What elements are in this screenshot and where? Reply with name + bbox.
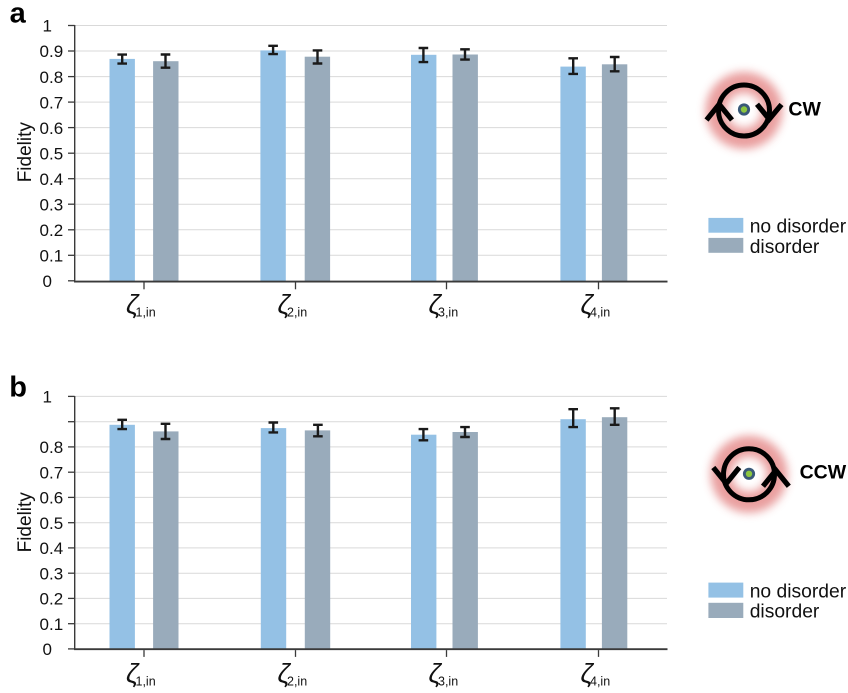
svg-text:1: 1 [42, 17, 51, 36]
svg-text:0.2: 0.2 [40, 590, 64, 609]
svg-text:1,in: 1,in [136, 675, 156, 689]
svg-text:0.6: 0.6 [40, 489, 64, 508]
svg-text:0.9: 0.9 [40, 42, 64, 61]
svg-text:2,in: 2,in [287, 675, 307, 689]
svg-text:0.4: 0.4 [40, 539, 64, 558]
svg-text:0.6: 0.6 [40, 119, 64, 138]
svg-text:0.1: 0.1 [40, 247, 64, 266]
svg-text:disorder: disorder [750, 602, 820, 623]
svg-text:ζ: ζ [126, 290, 140, 320]
svg-text:no disorder: no disorder [750, 581, 847, 602]
svg-text:Fidelity: Fidelity [15, 122, 36, 183]
svg-text:0.1: 0.1 [40, 615, 64, 634]
svg-text:b: b [9, 372, 27, 404]
svg-text:disorder: disorder [750, 237, 820, 258]
svg-text:0.7: 0.7 [40, 463, 64, 482]
svg-text:0.5: 0.5 [40, 514, 64, 533]
svg-text:0.8: 0.8 [40, 438, 64, 457]
svg-text:ζ: ζ [278, 290, 292, 320]
svg-text:4,in: 4,in [590, 675, 610, 689]
svg-text:0.2: 0.2 [40, 221, 64, 240]
svg-text:a: a [10, 0, 27, 30]
svg-text:0.5: 0.5 [40, 144, 64, 163]
svg-text:0.3: 0.3 [40, 564, 64, 583]
svg-text:4,in: 4,in [590, 306, 610, 320]
svg-text:CCW: CCW [800, 461, 847, 483]
svg-text:0.8: 0.8 [40, 68, 64, 87]
svg-text:no disorder: no disorder [750, 217, 847, 238]
svg-text:0.4: 0.4 [40, 170, 64, 189]
svg-text:0: 0 [42, 272, 51, 291]
svg-text:ζ: ζ [429, 290, 443, 320]
svg-text:ζ: ζ [126, 659, 140, 689]
svg-text:ζ: ζ [581, 290, 595, 320]
svg-text:3,in: 3,in [438, 306, 458, 320]
svg-text:0.3: 0.3 [40, 195, 64, 214]
svg-text:Fidelity: Fidelity [15, 492, 36, 553]
svg-text:ζ: ζ [581, 659, 595, 689]
svg-text:0: 0 [42, 640, 51, 659]
svg-text:1,in: 1,in [136, 306, 156, 320]
svg-text:3,in: 3,in [438, 675, 458, 689]
svg-text:CW: CW [788, 98, 821, 120]
svg-text:1: 1 [42, 388, 51, 407]
svg-text:0.7: 0.7 [40, 93, 64, 112]
svg-text:ζ: ζ [278, 659, 292, 689]
svg-text:2,in: 2,in [287, 306, 307, 320]
svg-text:ζ: ζ [429, 659, 443, 689]
